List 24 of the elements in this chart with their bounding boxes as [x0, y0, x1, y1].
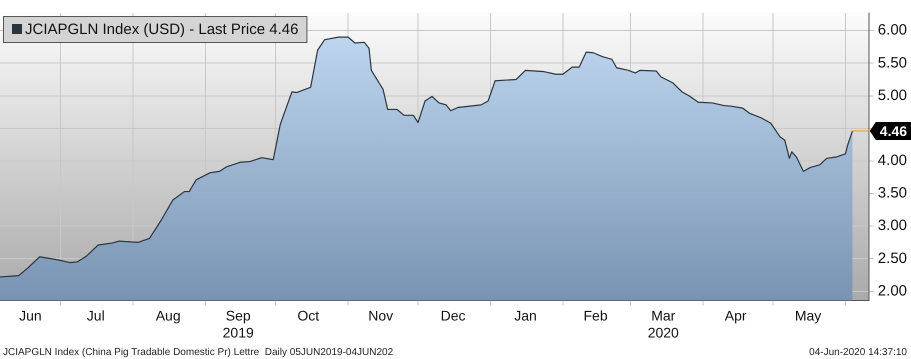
x-tick-label: Oct [297, 308, 320, 324]
y-tick-label: 2.00 [878, 282, 908, 300]
x-tick-label: Aug [156, 308, 181, 324]
x-tick-label: Feb [583, 308, 608, 324]
x-tick-label: Jan [514, 308, 537, 324]
text: JCIAPGLN Index (China Pig Tradable Domestic Pr) Lettre Daily 05JUN2019-04JUN202 [3, 346, 394, 358]
y-tick-label: 5.00 [878, 86, 908, 104]
x-tick-label: Nov [368, 308, 394, 324]
legend-label: JCIAPGLN Index (USD) - Last Price 4.46 [25, 21, 298, 38]
y-tick-label: 4.00 [878, 152, 908, 170]
y-tick-label: 3.50 [878, 184, 908, 202]
y-tick-label: 2.50 [878, 250, 908, 267]
y-tick-label: 5.50 [878, 54, 908, 72]
x-tick-label: Jun [19, 308, 42, 324]
x-tick-label: Jul [86, 308, 105, 324]
x-tick-label: Sep 2019 [222, 308, 254, 340]
x-tick-label: May [794, 308, 822, 324]
y-tick-label: 6.00 [878, 22, 908, 39]
x-tick-label: Apr [724, 308, 747, 324]
annotation: 4.46 [880, 122, 908, 139]
y-tick-label: 3.00 [878, 217, 908, 234]
x-tick-label: Dec [440, 308, 466, 324]
x-tick-label: Mar 2020 [648, 308, 680, 340]
text: 04-Jun-2020 14:37:10 [809, 346, 908, 358]
